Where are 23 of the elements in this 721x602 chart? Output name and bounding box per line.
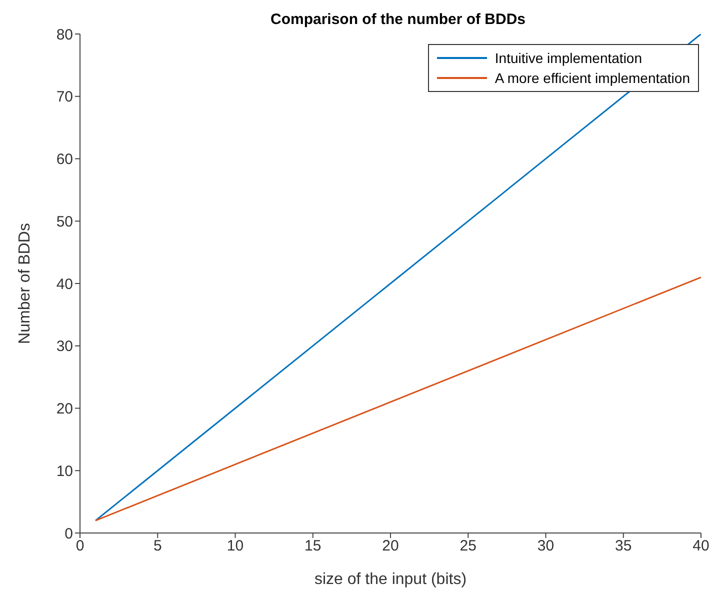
x-tick-label: 5 — [153, 538, 162, 555]
y-tick-label: 0 — [64, 525, 73, 542]
legend-label: A more efficient implementation — [494, 69, 690, 88]
y-tick-label: 80 — [56, 26, 73, 44]
x-tick-label: 0 — [76, 538, 84, 555]
y-tick-label: 30 — [56, 338, 73, 356]
x-tick-label: 10 — [226, 538, 244, 555]
x-axis-title: size of the input (bits) — [314, 571, 467, 588]
legend-label: Intuitive implementation — [494, 49, 642, 68]
x-tick-label: 30 — [537, 538, 554, 555]
y-tick-label: 20 — [56, 400, 73, 418]
y-tick-label: 60 — [56, 151, 73, 168]
x-tick-label: 20 — [382, 538, 399, 555]
y-tick-label: 40 — [56, 276, 73, 293]
x-tick-label: 15 — [304, 538, 322, 555]
x-tick-label: 25 — [460, 538, 476, 555]
x-tick-label: 35 — [615, 538, 632, 555]
y-tick-label: 70 — [56, 88, 73, 106]
chart-title: Comparison of the number of BDDs — [270, 11, 526, 28]
x-tick-label: 40 — [692, 538, 710, 555]
y-axis-title: Number of BDDs — [16, 223, 34, 344]
y-tick-label: 10 — [56, 462, 73, 480]
y-tick-label: 50 — [56, 213, 73, 230]
